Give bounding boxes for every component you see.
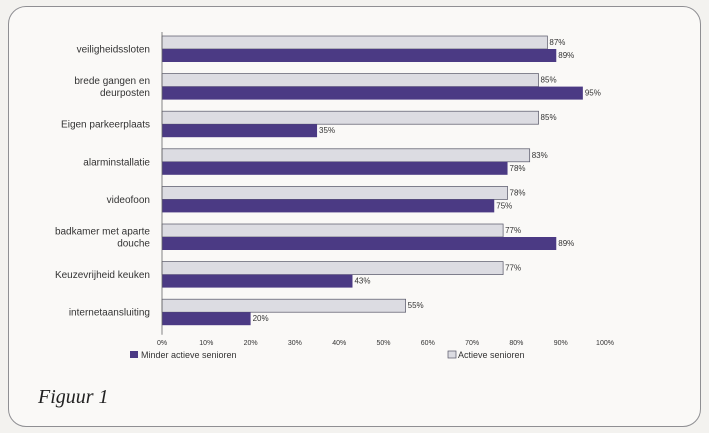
data-label-minder: 89% — [558, 239, 574, 248]
x-tick-label: 90% — [554, 340, 568, 347]
category-label: veiligheidssloten — [77, 45, 150, 56]
category-label: douche — [117, 239, 150, 250]
data-label-actieve: 55% — [408, 301, 424, 310]
bar-minder-actieve-senioren — [162, 49, 557, 62]
x-tick-label: 50% — [376, 340, 390, 347]
x-tick-label: 10% — [199, 340, 213, 347]
bar-minder-actieve-senioren — [162, 199, 495, 213]
x-tick-label: 20% — [244, 340, 258, 347]
bar-actieve-senioren — [161, 261, 504, 275]
bar-minder-actieve-senioren — [162, 161, 508, 175]
figure-caption: Figuur 1 — [38, 386, 109, 408]
x-tick-label: 60% — [421, 340, 435, 347]
data-label-actieve: 77% — [505, 264, 521, 273]
data-label-minder: 20% — [253, 314, 269, 323]
category-label: videofoon — [107, 195, 150, 206]
data-label-actieve: 87% — [549, 38, 565, 47]
data-label-minder: 89% — [558, 51, 574, 60]
bar-minder-actieve-senioren — [162, 237, 557, 250]
data-label-actieve: 83% — [532, 151, 548, 160]
category-label: Eigen parkeerplaats — [61, 120, 150, 131]
legend-label-minder: Minder actieve senioren — [141, 350, 237, 360]
bar-actieve-senioren — [161, 186, 508, 200]
x-tick-label: 30% — [288, 340, 302, 347]
bar-actieve-senioren — [161, 35, 548, 50]
category-label: brede gangen en — [74, 76, 150, 87]
bar-actieve-senioren — [161, 148, 531, 163]
data-label-actieve: 77% — [505, 226, 521, 235]
x-tick-label: 80% — [509, 340, 523, 347]
x-tick-label: 100% — [596, 340, 614, 347]
data-label-minder: 95% — [585, 89, 601, 98]
category-label: badkamer met aparte — [55, 227, 150, 238]
bar-actieve-senioren — [161, 73, 539, 87]
data-label-actieve: 85% — [541, 76, 557, 85]
x-tick-label: 0% — [157, 340, 167, 347]
bar-minder-actieve-senioren — [162, 312, 251, 326]
data-label-actieve: 78% — [510, 188, 526, 197]
data-label-minder: 75% — [496, 201, 512, 210]
legend-swatch-actieve — [447, 350, 457, 359]
category-label: internetaansluiting — [69, 308, 150, 319]
data-label-minder: 35% — [319, 126, 335, 135]
legend-label-actieve: Actieve senioren — [458, 350, 525, 360]
bar-minder-actieve-senioren — [162, 274, 353, 288]
category-label: Keuzevrijheid keuken — [55, 270, 150, 281]
bar-actieve-senioren — [161, 298, 406, 313]
bar-minder-actieve-senioren — [162, 86, 583, 100]
x-tick-label: 70% — [465, 340, 479, 347]
category-label: deurposten — [100, 88, 150, 99]
bar-actieve-senioren — [161, 110, 539, 125]
data-label-actieve: 85% — [541, 113, 557, 122]
x-tick-label: 40% — [332, 340, 346, 347]
bar-minder-actieve-senioren — [162, 124, 318, 138]
category-label: alarminstallatie — [83, 157, 150, 168]
data-label-minder: 78% — [510, 164, 526, 173]
data-label-minder: 43% — [354, 277, 370, 286]
bar-actieve-senioren — [161, 223, 504, 238]
legend-swatch-minder — [130, 351, 138, 358]
